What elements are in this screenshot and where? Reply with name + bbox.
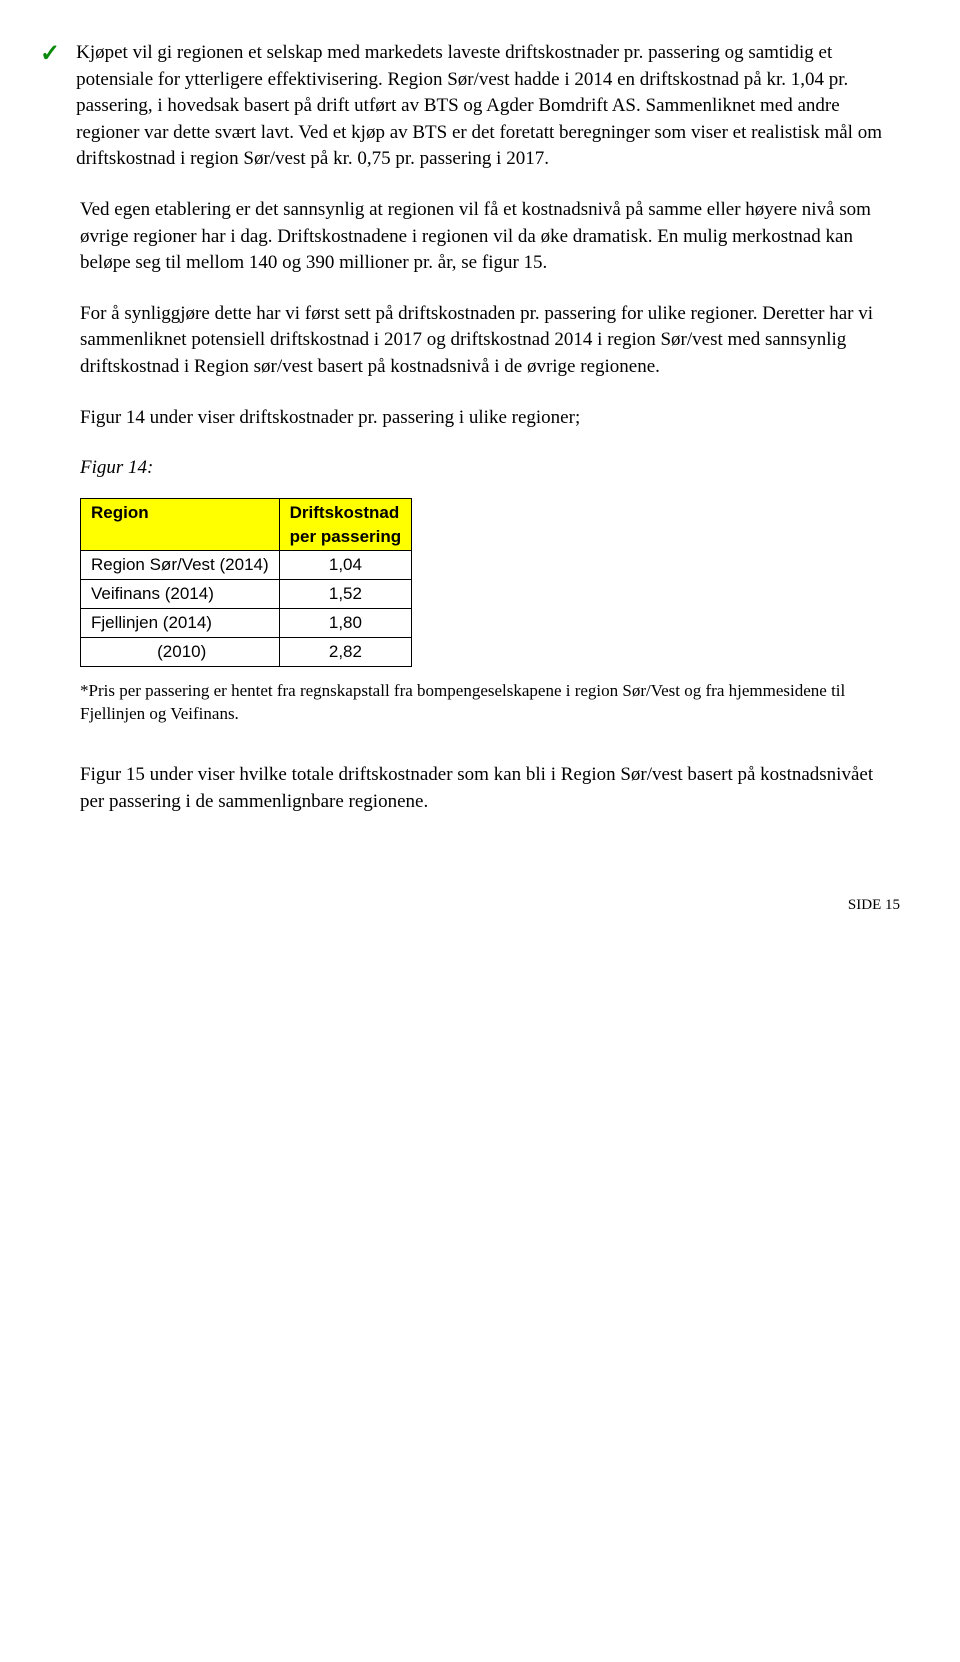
bullet-text: Kjøpet vil gi regionen et selskap med ma… — [76, 40, 900, 173]
cell-region: Veifinans (2014) — [81, 580, 280, 609]
table-header-row: Region Driftskostnad per passering — [81, 498, 412, 551]
paragraph-figure14-intro: Figur 14 under viser driftskostnader pr.… — [40, 405, 900, 432]
table-row: Region Sør/Vest (2014) 1,04 — [81, 551, 412, 580]
table-footnote: *Pris per passering er hentet fra regnsk… — [40, 679, 900, 727]
cell-value: 1,04 — [279, 551, 412, 580]
table-row: Fjellinjen (2014) 1,80 — [81, 608, 412, 637]
cell-region: (2010) — [81, 637, 280, 666]
paragraph-comparison: For å synliggjøre dette har vi først set… — [40, 301, 900, 381]
table-header-cost: Driftskostnad per passering — [279, 498, 412, 551]
cost-table: Region Driftskostnad per passering Regio… — [80, 498, 412, 667]
table-row: Veifinans (2014) 1,52 — [81, 580, 412, 609]
cell-value: 2,82 — [279, 637, 412, 666]
page-number: SIDE 15 — [40, 895, 900, 916]
table-row: (2010) 2,82 — [81, 637, 412, 666]
figure-label: Figur 14: — [40, 455, 900, 482]
checkmark-icon: ✓ — [40, 40, 60, 69]
header-cost-line2: per passering — [290, 527, 402, 546]
cell-value: 1,80 — [279, 608, 412, 637]
cell-region: Region Sør/Vest (2014) — [81, 551, 280, 580]
table-header-region: Region — [81, 498, 280, 551]
cell-region: Fjellinjen (2014) — [81, 608, 280, 637]
bullet-item: ✓ Kjøpet vil gi regionen et selskap med … — [40, 40, 900, 173]
cell-value: 1,52 — [279, 580, 412, 609]
paragraph-establishment: Ved egen etablering er det sannsynlig at… — [40, 197, 900, 277]
paragraph-figure15-intro: Figur 15 under viser hvilke totale drift… — [40, 762, 900, 815]
header-cost-line1: Driftskostnad — [290, 503, 400, 522]
